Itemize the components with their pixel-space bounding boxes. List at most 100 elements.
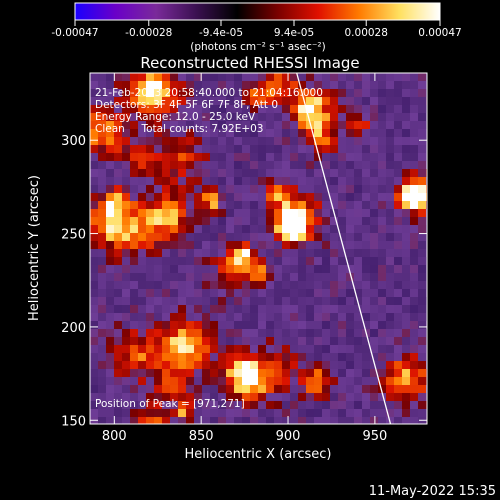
heatmap-cell <box>162 249 170 257</box>
heatmap-cell <box>386 105 394 113</box>
heatmap-cell <box>274 417 282 424</box>
heatmap-cell <box>130 81 138 89</box>
heatmap-cell <box>178 369 186 377</box>
heatmap-cell <box>322 241 330 249</box>
heatmap-cell <box>274 225 282 233</box>
heatmap-cell <box>114 225 122 233</box>
heatmap-cell <box>122 313 130 321</box>
heatmap-cell <box>282 81 290 89</box>
heatmap-cell <box>362 161 370 169</box>
heatmap-cell <box>146 321 154 329</box>
heatmap-cell <box>410 145 418 153</box>
heatmap-cell <box>266 297 274 305</box>
heatmap-cell <box>186 377 194 385</box>
heatmap-cell <box>410 217 418 225</box>
heatmap-cell <box>114 145 122 153</box>
heatmap-cell <box>306 289 314 297</box>
heatmap-cell <box>250 409 258 417</box>
heatmap-cell <box>322 169 330 177</box>
heatmap-cell <box>354 225 362 233</box>
heatmap-cell <box>146 81 154 89</box>
heatmap-cell <box>234 89 242 97</box>
heatmap-cell <box>106 97 114 105</box>
heatmap-cell <box>394 361 402 369</box>
heatmap-cell <box>362 353 370 361</box>
heatmap-cell <box>106 297 114 305</box>
heatmap-cell <box>402 121 410 129</box>
heatmap-cell <box>322 137 330 145</box>
heatmap-cell <box>162 417 170 424</box>
heatmap-cell <box>346 393 354 401</box>
heatmap-cell <box>258 297 266 305</box>
heatmap-cell <box>346 401 354 409</box>
heatmap-cell <box>282 89 290 97</box>
heatmap-cell <box>146 417 154 424</box>
heatmap-cell <box>194 169 202 177</box>
heatmap-cell <box>298 265 306 273</box>
heatmap-cell <box>322 321 330 329</box>
heatmap-cell <box>314 353 322 361</box>
heatmap-cell <box>378 249 386 257</box>
heatmap-cell <box>378 73 386 81</box>
heatmap-cell <box>370 73 378 81</box>
heatmap-cell <box>258 377 266 385</box>
heatmap-cell <box>178 361 186 369</box>
heatmap-cell <box>346 233 354 241</box>
heatmap-cell <box>178 145 186 153</box>
heatmap-cell <box>282 225 290 233</box>
heatmap-cell <box>194 233 202 241</box>
heatmap-cell <box>290 137 298 145</box>
heatmap-cell <box>258 193 266 201</box>
heatmap-cell <box>314 361 322 369</box>
heatmap-cell <box>394 265 402 273</box>
heatmap-cell <box>354 105 362 113</box>
heatmap-cell <box>378 353 386 361</box>
heatmap-cell <box>114 97 122 105</box>
heatmap-cell <box>378 329 386 337</box>
heatmap-cell <box>306 361 314 369</box>
heatmap-cell <box>402 201 410 209</box>
heatmap-cell <box>114 409 122 417</box>
heatmap-cell <box>258 121 266 129</box>
heatmap-cell <box>186 217 194 225</box>
heatmap-cell <box>354 129 362 137</box>
heatmap-cell <box>346 73 354 81</box>
heatmap-cell <box>226 377 234 385</box>
heatmap-cell <box>402 241 410 249</box>
heatmap-cell <box>90 121 98 129</box>
heatmap-cell <box>410 153 418 161</box>
heatmap-cell <box>218 129 226 137</box>
heatmap-cell <box>186 73 194 81</box>
heatmap-cell <box>114 345 122 353</box>
heatmap-cell <box>90 313 98 321</box>
heatmap-cell <box>154 345 162 353</box>
heatmap-cell <box>154 401 162 409</box>
heatmap-cell <box>218 353 226 361</box>
heatmap-cell <box>306 225 314 233</box>
heatmap-cell <box>138 337 146 345</box>
heatmap-cell <box>106 393 114 401</box>
heatmap-cell <box>122 145 130 153</box>
heatmap-cell <box>130 313 138 321</box>
heatmap-cell <box>90 169 98 177</box>
heatmap-cell <box>210 89 218 97</box>
heatmap-cell <box>178 225 186 233</box>
heatmap-cell <box>370 321 378 329</box>
heatmap-cell <box>418 137 426 145</box>
heatmap-cell <box>282 385 290 393</box>
heatmap-cell <box>194 305 202 313</box>
heatmap-cell <box>394 145 402 153</box>
heatmap-cell <box>178 409 186 417</box>
heatmap-cell <box>306 129 314 137</box>
heatmap-cell <box>370 129 378 137</box>
heatmap-cell <box>162 225 170 233</box>
heatmap-cell <box>90 81 98 89</box>
heatmap-cell <box>178 393 186 401</box>
heatmap-cell <box>258 137 266 145</box>
heatmap-cell <box>298 81 306 89</box>
heatmap-cell <box>178 81 186 89</box>
heatmap-cell <box>138 113 146 121</box>
heatmap-cell <box>362 105 370 113</box>
heatmap-cell <box>354 137 362 145</box>
heatmap-cell <box>410 313 418 321</box>
